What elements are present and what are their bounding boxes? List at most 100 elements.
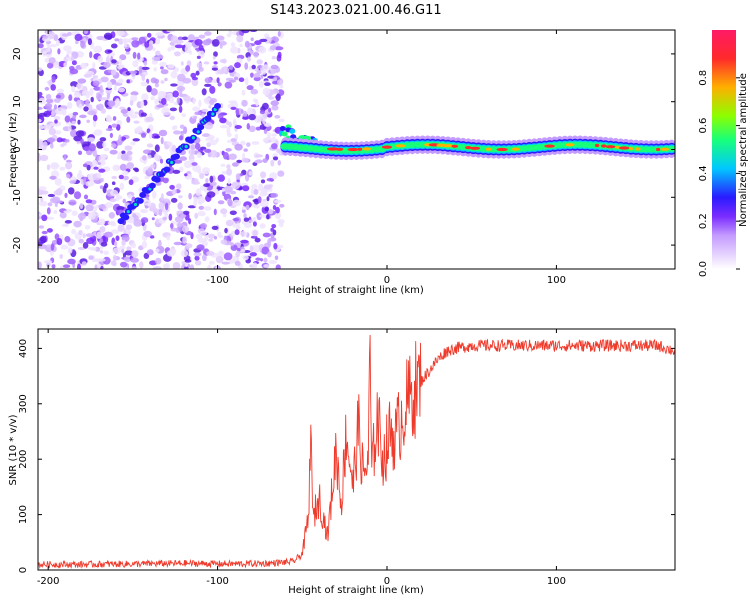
noise-blob (41, 214, 48, 222)
noise-blob (272, 156, 279, 161)
noise-blob (38, 67, 43, 72)
stable-line-peak (357, 147, 363, 151)
noise-blob (114, 241, 118, 247)
noise-blob (230, 42, 236, 47)
noise-blob (251, 141, 260, 145)
noise-blob (241, 206, 247, 211)
noise-blob (44, 86, 50, 91)
noise-blob (201, 108, 208, 113)
x-tick-label: 0 (384, 275, 390, 286)
noise-blob (250, 37, 254, 41)
noise-blob (96, 104, 100, 110)
noise-blob (71, 210, 78, 216)
stable-line-peak (629, 147, 633, 151)
noise-blob (182, 77, 192, 84)
noise-blob (162, 216, 167, 221)
stable-line-peak (544, 144, 555, 148)
noise-blob (204, 148, 212, 153)
noise-blob (78, 169, 82, 176)
noise-blob (192, 106, 201, 112)
y-tick-label: 400 (18, 339, 29, 358)
noise-blob (121, 239, 126, 246)
noise-blob (172, 169, 181, 174)
noise-blob (146, 249, 154, 256)
noise-blob (255, 257, 261, 261)
noise-blob (178, 166, 184, 172)
noise-blob (110, 229, 120, 234)
noise-blob (230, 138, 237, 142)
noise-blob (263, 128, 268, 135)
colorbar-tick-label: 0.2 (698, 213, 709, 229)
noise-blob (126, 162, 134, 170)
noise-blob (141, 240, 148, 249)
noise-blob (47, 193, 56, 198)
noise-blob (94, 246, 101, 252)
noise-blob (141, 66, 150, 70)
snr-xlabel: Height of straight line (km) (288, 585, 424, 596)
noise-blob (47, 202, 53, 207)
stable-line-peak (362, 147, 372, 151)
noise-blob (199, 230, 207, 236)
noise-blob (98, 218, 106, 226)
noise-blob (39, 154, 49, 162)
noise-blob (166, 30, 176, 33)
noise-blob (50, 84, 56, 91)
noise-blob (226, 164, 231, 169)
noise-blob (271, 105, 279, 111)
noise-blob (144, 205, 149, 209)
noise-blob (213, 51, 218, 57)
noise-blob (140, 132, 147, 138)
noise-blob (232, 217, 240, 222)
noise-blob (130, 114, 138, 119)
noise-blob (169, 184, 175, 190)
noise-blob (244, 62, 249, 70)
noise-blob (241, 209, 246, 213)
noise-blob (67, 31, 72, 36)
noise-blob (63, 264, 71, 269)
noise-blob (236, 222, 240, 229)
noise-blob (196, 62, 203, 69)
streak-core (191, 136, 195, 140)
noise-blob (277, 160, 282, 166)
noise-blob (124, 250, 133, 256)
noise-blob (96, 155, 106, 163)
noise-blob (92, 61, 96, 70)
noise-blob (137, 52, 141, 60)
noise-blob (198, 44, 204, 51)
noise-blob (240, 140, 246, 146)
noise-blob (203, 61, 210, 65)
noise-blob (72, 111, 79, 116)
noise-blob (170, 71, 178, 79)
noise-blob (201, 113, 205, 118)
streak-core (211, 112, 215, 116)
noise-blob (240, 239, 249, 244)
noise-blob (271, 136, 277, 143)
noise-blob (108, 212, 115, 219)
noise-blob (220, 208, 228, 215)
noise-blob (262, 87, 271, 96)
noise-blob (63, 62, 68, 68)
x-tick-label: -200 (37, 576, 60, 587)
noise-blob (275, 206, 280, 214)
noise-blob (240, 249, 246, 253)
noise-blob (77, 246, 86, 251)
noise-blob (187, 34, 196, 42)
noise-blob (273, 242, 278, 250)
noise-blob (50, 142, 54, 149)
noise-blob (112, 254, 117, 262)
noise-blob (271, 224, 277, 229)
noise-blob (166, 250, 176, 257)
noise-blob (270, 64, 279, 70)
noise-blob (141, 93, 149, 101)
noise-blob (260, 74, 264, 79)
noise-blob (114, 38, 120, 42)
streak-blob (117, 218, 125, 225)
colorbar-label: Normalized spectral amplitude (738, 73, 749, 227)
noise-blob (102, 256, 111, 265)
noise-blob (159, 61, 167, 67)
noise-blob (217, 250, 224, 257)
noise-blob (234, 62, 241, 69)
noise-blob (173, 125, 178, 130)
noise-blob (78, 238, 84, 244)
noise-blob (83, 146, 91, 152)
